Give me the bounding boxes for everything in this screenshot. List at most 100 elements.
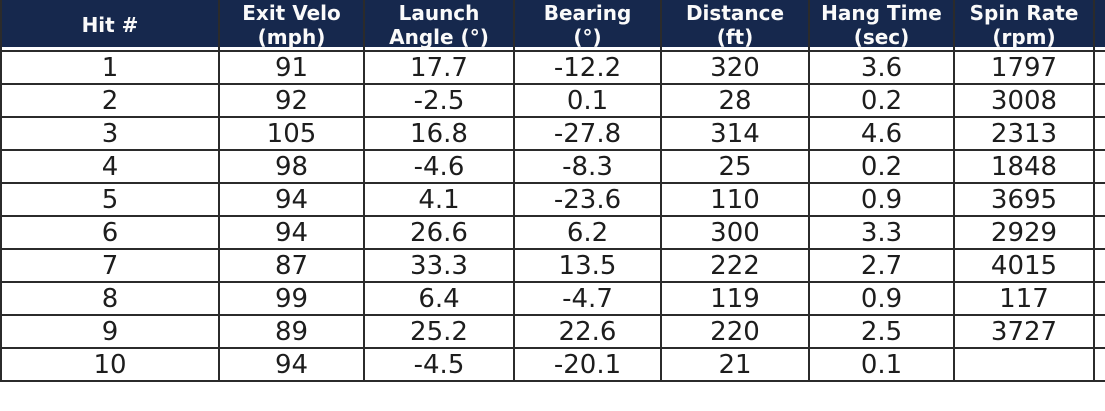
column-header-distance: Distance (ft) [660,0,810,52]
cell-spin_rate: 1848 [953,149,1095,184]
cell-exit_velo: 94 [218,347,365,382]
cell-hang_time: 4.6 [808,116,955,151]
cell-spin_rate: 2929 [953,215,1095,250]
table-header: Hit # Exit Velo (mph) Launch Angle (°) Bear… [0,0,1105,52]
cell-hit_number: 1 [0,50,220,85]
header-row: Hit # Exit Velo (mph) Launch Angle (°) Bear… [0,0,1105,52]
cell-hang_time: 0.2 [808,83,955,118]
cell-launch_angle: -4.6 [363,149,515,184]
cell-exit_velo: 94 [218,215,365,250]
cell-distance: 119 [660,281,810,316]
cell-hang_time: 0.9 [808,281,955,316]
cell-distance: 25 [660,149,810,184]
cell-spin_rate [953,347,1095,382]
cell-clipped [1093,116,1105,151]
cell-bearing: -23.6 [513,182,662,217]
cell-launch_angle: -2.5 [363,83,515,118]
cell-hit_number: 6 [0,215,220,250]
cell-exit_velo: 99 [218,281,365,316]
cell-hit_number: 5 [0,182,220,217]
cell-exit_velo: 87 [218,248,365,283]
column-header-bearing: Bearing (°) [513,0,662,52]
table-row-hit-4: 4 98 -4.6 -8.3 25 0.2 1848 [0,149,1105,184]
cell-distance: 320 [660,50,810,85]
column-header-clipped [1093,0,1105,52]
cell-exit_velo: 92 [218,83,365,118]
cell-distance: 110 [660,182,810,217]
cell-spin_rate: 1797 [953,50,1095,85]
cell-hit_number: 4 [0,149,220,184]
cell-bearing: 13.5 [513,248,662,283]
table-row-hit-9: 9 89 25.2 22.6 220 2.5 3727 [0,314,1105,349]
table-row-hit-3: 3 105 16.8 -27.8 314 4.6 2313 [0,116,1105,151]
cell-clipped [1093,83,1105,118]
cell-hit_number: 2 [0,83,220,118]
column-header-exit_velo: Exit Velo (mph) [218,0,365,52]
cell-hit_number: 3 [0,116,220,151]
cell-hang_time: 2.7 [808,248,955,283]
table-row-hit-6: 6 94 26.6 6.2 300 3.3 2929 [0,215,1105,250]
cell-launch_angle: 16.8 [363,116,515,151]
cell-bearing: 22.6 [513,314,662,349]
cell-distance: 220 [660,314,810,349]
cell-hang_time: 0.2 [808,149,955,184]
cell-bearing: 0.1 [513,83,662,118]
cell-distance: 300 [660,215,810,250]
column-header-spin_rate: Spin Rate (rpm) [953,0,1095,52]
hit-data-table: Hit # Exit Velo (mph) Launch Angle (°) Bear… [0,0,1105,382]
cell-launch_angle: 33.3 [363,248,515,283]
cell-clipped [1093,149,1105,184]
cell-launch_angle: 6.4 [363,281,515,316]
cell-launch_angle: 26.6 [363,215,515,250]
cell-hang_time: 3.3 [808,215,955,250]
table-row-hit-1: 1 91 17.7 -12.2 320 3.6 1797 [0,50,1105,85]
cell-launch_angle: -4.5 [363,347,515,382]
cell-bearing: -4.7 [513,281,662,316]
table-row-hit-2: 2 92 -2.5 0.1 28 0.2 3008 [0,83,1105,118]
table-row-hit-7: 7 87 33.3 13.5 222 2.7 4015 [0,248,1105,283]
cell-spin_rate: 117 [953,281,1095,316]
cell-clipped [1093,281,1105,316]
cell-clipped [1093,50,1105,85]
cell-clipped [1093,314,1105,349]
cell-distance: 21 [660,347,810,382]
cell-spin_rate: 3727 [953,314,1095,349]
cell-hit_number: 8 [0,281,220,316]
cell-hang_time: 0.1 [808,347,955,382]
cell-exit_velo: 89 [218,314,365,349]
cell-spin_rate: 3695 [953,182,1095,217]
cell-spin_rate: 2313 [953,116,1095,151]
cell-hang_time: 2.5 [808,314,955,349]
column-header-hit_number: Hit # [0,0,220,52]
cell-exit_velo: 94 [218,182,365,217]
cell-launch_angle: 25.2 [363,314,515,349]
cell-launch_angle: 17.7 [363,50,515,85]
cell-bearing: -8.3 [513,149,662,184]
cell-clipped [1093,182,1105,217]
table-row-hit-10: 10 94 -4.5 -20.1 21 0.1 [0,347,1105,382]
cell-bearing: -12.2 [513,50,662,85]
cell-bearing: -20.1 [513,347,662,382]
cell-hit_number: 10 [0,347,220,382]
cell-clipped [1093,248,1105,283]
cell-hit_number: 9 [0,314,220,349]
table-body: 1 91 17.7 -12.2 320 3.6 1797 2 92 -2.5 0.1 28 0.2 300… [0,50,1105,382]
cell-launch_angle: 4.1 [363,182,515,217]
cell-spin_rate: 3008 [953,83,1095,118]
cell-exit_velo: 105 [218,116,365,151]
cell-clipped [1093,215,1105,250]
column-header-launch_angle: Launch Angle (°) [363,0,515,52]
cell-distance: 314 [660,116,810,151]
cell-bearing: 6.2 [513,215,662,250]
cell-hang_time: 3.6 [808,50,955,85]
cell-spin_rate: 4015 [953,248,1095,283]
table-row-hit-8: 8 99 6.4 -4.7 119 0.9 117 [0,281,1105,316]
cell-distance: 28 [660,83,810,118]
cell-distance: 222 [660,248,810,283]
cell-hang_time: 0.9 [808,182,955,217]
cell-exit_velo: 98 [218,149,365,184]
cell-exit_velo: 91 [218,50,365,85]
cell-bearing: -27.8 [513,116,662,151]
cell-clipped [1093,347,1105,382]
